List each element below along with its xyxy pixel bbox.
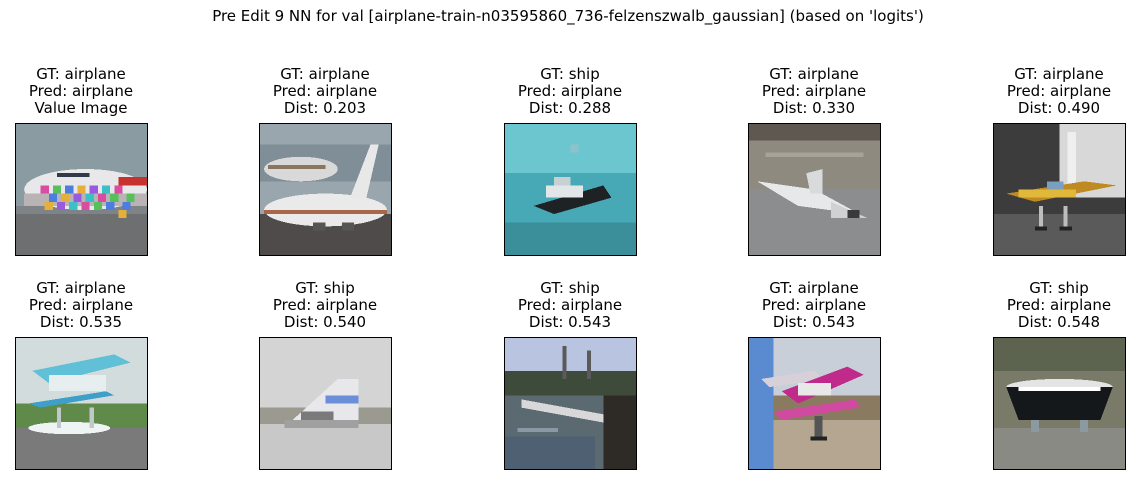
- neighbor-image: [993, 337, 1126, 470]
- distance-label: Dist: 0.535: [39, 313, 123, 331]
- neighbor-image: [748, 123, 881, 256]
- neighbor-image: [15, 337, 148, 470]
- prediction-label: Pred: airplane: [517, 296, 623, 314]
- prediction-label: Pred: airplane: [1006, 296, 1112, 314]
- panel-caption: GT: ship Pred: airplane Dist: 0.543: [470, 280, 670, 331]
- distance-label: Dist: 0.543: [528, 313, 612, 331]
- distance-label: Dist: 0.203: [283, 99, 367, 117]
- prediction-label: Pred: airplane: [761, 82, 867, 100]
- ground-truth-label: GT: airplane: [769, 65, 859, 83]
- prediction-label: Pred: airplane: [272, 82, 378, 100]
- neighbor-image: [504, 337, 637, 470]
- ground-truth-label: GT: airplane: [36, 279, 126, 297]
- prediction-label: Pred: airplane: [272, 296, 378, 314]
- panel-caption: GT: airplane Pred: airplane Dist: 0.535: [0, 280, 181, 331]
- ground-truth-label: GT: airplane: [36, 65, 126, 83]
- panel-caption: GT: airplane Pred: airplane Dist: 0.543: [714, 280, 914, 331]
- neighbor-image: [993, 123, 1126, 256]
- distance-label: Value Image: [34, 99, 128, 117]
- distance-label: Dist: 0.540: [283, 313, 367, 331]
- panel-caption: GT: ship Pred: airplane Dist: 0.548: [959, 280, 1136, 331]
- distance-label: Dist: 0.490: [1017, 99, 1101, 117]
- neighbor-image: [259, 123, 392, 256]
- distance-label: Dist: 0.548: [1017, 313, 1101, 331]
- panel-caption: GT: airplane Pred: airplane Dist: 0.203: [225, 66, 425, 117]
- panel-caption: GT: airplane Pred: airplane Value Image: [0, 66, 181, 117]
- distance-label: Dist: 0.288: [528, 99, 612, 117]
- prediction-label: Pred: airplane: [28, 82, 134, 100]
- ground-truth-label: GT: airplane: [280, 65, 370, 83]
- ground-truth-label: GT: ship: [540, 279, 600, 297]
- ground-truth-label: GT: ship: [540, 65, 600, 83]
- panel-caption: GT: airplane Pred: airplane Dist: 0.490: [959, 66, 1136, 117]
- distance-label: Dist: 0.330: [772, 99, 856, 117]
- prediction-label: Pred: airplane: [28, 296, 134, 314]
- figure-title: Pre Edit 9 NN for val [airplane-train-n0…: [212, 7, 924, 25]
- prediction-label: Pred: airplane: [517, 82, 623, 100]
- neighbor-image: [504, 123, 637, 256]
- distance-label: Dist: 0.543: [772, 313, 856, 331]
- ground-truth-label: GT: ship: [295, 279, 355, 297]
- panel-caption: GT: ship Pred: airplane Dist: 0.288: [470, 66, 670, 117]
- ground-truth-label: GT: airplane: [1014, 65, 1104, 83]
- panel-caption: GT: airplane Pred: airplane Dist: 0.330: [714, 66, 914, 117]
- ground-truth-label: GT: airplane: [769, 279, 859, 297]
- panel-caption: GT: ship Pred: airplane Dist: 0.540: [225, 280, 425, 331]
- prediction-label: Pred: airplane: [1006, 82, 1112, 100]
- neighbor-image: [15, 123, 148, 256]
- neighbor-image: [259, 337, 392, 470]
- neighbor-image: [748, 337, 881, 470]
- ground-truth-label: GT: ship: [1029, 279, 1089, 297]
- prediction-label: Pred: airplane: [761, 296, 867, 314]
